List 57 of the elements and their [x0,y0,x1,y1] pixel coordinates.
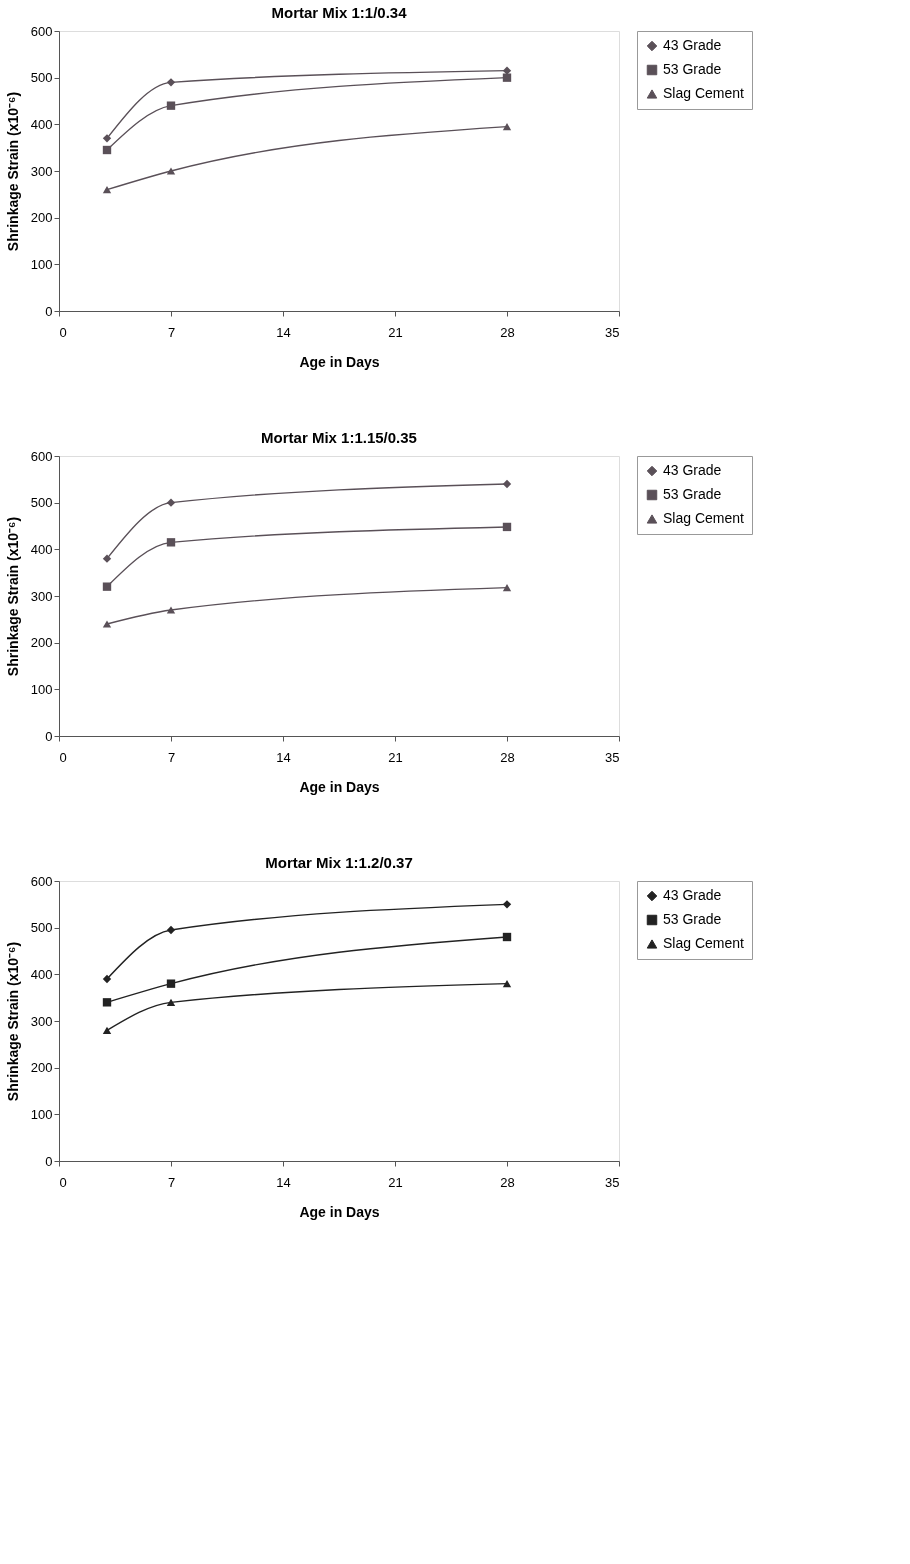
legend-label: Slag Cement [663,510,745,526]
legend-label: Slag Cement [663,85,745,101]
x-tick-label: 35 [605,749,620,765]
legend-label: 53 Grade [663,911,722,927]
y-tick-label: 0 [45,728,53,744]
y-axis-title: Shrinkage Strain (x10⁻⁶) [4,91,21,252]
y-axis-title: Shrinkage Strain (x10⁻⁶) [4,941,21,1102]
x-tick-label: 14 [276,324,291,340]
y-tick-label: 200 [30,210,53,226]
x-tick-label: 35 [605,1174,620,1190]
x-tick-label: 14 [276,1174,291,1190]
x-tick-label: 28 [500,1174,515,1190]
y-tick-label: 400 [30,966,53,982]
legend-label: Slag Cement [663,935,745,951]
y-tick-label: 600 [30,873,53,889]
legend-label: 53 Grade [663,61,722,77]
y-tick-label: 200 [30,635,53,651]
x-axis-title: Age in Days [299,353,380,370]
x-tick-label: 0 [59,749,67,765]
x-tick-label: 28 [500,324,515,340]
x-tick-label: 7 [167,1174,176,1190]
y-tick-label: 200 [30,1060,53,1076]
y-tick-label: 300 [30,588,53,604]
y-axis-title: Shrinkage Strain (x10⁻⁶) [4,516,21,677]
x-tick-label: 14 [276,749,291,765]
y-tick-label: 100 [30,1106,53,1122]
y-tick-label: 300 [30,163,53,179]
y-tick-label: 400 [30,541,53,557]
x-axis-title: Age in Days [299,1203,380,1220]
y-tick-label: 500 [30,495,53,511]
y-tick-label: 500 [30,70,53,86]
y-tick-label: 0 [45,1153,53,1169]
legend-label: 43 Grade [663,37,722,53]
x-tick-label: 0 [59,1174,67,1190]
y-tick-label: 600 [30,23,53,39]
x-tick-label: 21 [388,324,403,340]
y-tick-label: 400 [30,116,53,132]
x-tick-label: 7 [167,324,176,340]
x-tick-label: 0 [59,324,67,340]
y-tick-label: 100 [30,681,53,697]
legend-label: 43 Grade [663,462,722,478]
x-tick-label: 7 [167,749,176,765]
chart-title: Mortar Mix 1:1/0.34 [271,4,408,21]
legend-label: 43 Grade [663,887,722,903]
x-tick-label: 28 [500,749,515,765]
x-tick-label: 21 [388,749,403,765]
chart-title: Mortar Mix 1:1.2/0.37 [265,854,413,871]
x-tick-label: 35 [605,324,620,340]
chart-title: Mortar Mix 1:1.15/0.35 [261,429,417,446]
y-tick-label: 600 [30,448,53,464]
legend-label: 53 Grade [663,486,722,502]
x-axis-title: Age in Days [299,778,380,795]
x-tick-label: 21 [388,1174,403,1190]
y-tick-label: 300 [30,1013,53,1029]
y-tick-label: 0 [45,303,53,319]
y-tick-label: 500 [30,920,53,936]
y-tick-label: 100 [30,256,53,272]
